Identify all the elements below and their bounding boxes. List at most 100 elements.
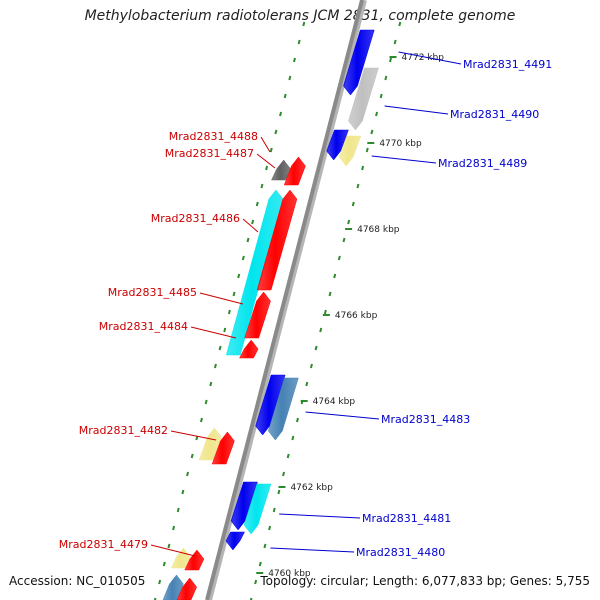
tick-track-right — [323, 309, 327, 315]
label-leader-left — [242, 218, 259, 233]
tick-track-right — [319, 327, 323, 333]
gene-label-left: Mrad2831_4486 — [151, 212, 240, 225]
tick-track-right — [365, 147, 369, 153]
tick-track-left — [209, 381, 213, 387]
scale-label: 4766 kbp — [335, 311, 378, 321]
label-leader-right — [371, 155, 437, 164]
gene-block-4486 — [225, 189, 284, 356]
tick-track-left — [274, 129, 278, 135]
tick-track-left — [246, 237, 250, 243]
genome-backbone — [205, 0, 364, 600]
label-leader-right — [305, 411, 380, 420]
scale-label: 4762 kbp — [290, 483, 333, 493]
tick-track-right — [384, 75, 388, 81]
tick-track-left — [251, 219, 255, 225]
label-leader-left — [190, 326, 237, 339]
gene-label-right: Mrad2831_4489 — [438, 157, 527, 170]
tick-track-right — [268, 525, 272, 531]
label-leader-left — [199, 292, 244, 305]
scale-label: 4760 kbp — [268, 569, 311, 579]
tick-track-right — [375, 111, 379, 117]
label-leader-left — [170, 430, 217, 441]
label-leader-left — [150, 544, 196, 557]
gene-block-4486b — [256, 189, 298, 291]
tick-track-left — [186, 471, 190, 477]
tick-track-left — [218, 345, 222, 351]
gene-label-right: Mrad2831_4483 — [381, 413, 470, 426]
tick-track-right — [263, 543, 267, 549]
gene-block-4482b — [198, 427, 222, 461]
label-leader-right — [279, 513, 361, 519]
label-leader-right — [270, 547, 355, 553]
scale-label: 4764 kbp — [313, 397, 356, 407]
tick-track-right — [356, 183, 360, 189]
tick-track-right — [379, 93, 383, 99]
gene-block-4482 — [211, 431, 235, 465]
tick-track-left — [232, 291, 236, 297]
gene-label-left: Mrad2831_4482 — [79, 424, 168, 437]
tick-track-right — [333, 273, 337, 279]
tick-track-right — [305, 381, 309, 387]
tick-track-left — [297, 39, 301, 45]
tick-track-left — [302, 21, 306, 27]
tick-track-right — [296, 417, 299, 423]
gene-block-4488 — [271, 159, 291, 181]
gene-block-4479 — [184, 549, 205, 571]
gene-block-4478 — [176, 577, 197, 600]
tick-track-left — [167, 543, 171, 549]
gene-label-right: Mrad2831_4491 — [463, 58, 552, 71]
gene-block-4478b — [162, 574, 184, 600]
genome-summary-text: Topology: circular; Length: 6,077,833 bp… — [260, 574, 590, 588]
tick-track-right — [347, 219, 351, 225]
gene-block-4479b — [170, 547, 191, 569]
tick-track-right — [282, 471, 286, 477]
tick-track-left — [162, 561, 166, 567]
gene-label-right: Mrad2831_4490 — [450, 108, 539, 121]
tick-track-left — [158, 579, 162, 585]
accession-text: Accession: NC_010505 — [9, 574, 146, 588]
gene-block-4483a — [255, 374, 286, 436]
tick-track-right — [272, 507, 276, 513]
tick-track-right — [361, 165, 365, 171]
tick-track-left — [190, 453, 194, 459]
gene-block-4490 — [348, 67, 379, 131]
tick-track-right — [254, 579, 258, 585]
tick-track-left — [237, 273, 241, 279]
gene-block-4485 — [244, 291, 271, 339]
tick-track-left — [241, 255, 245, 261]
gene-block-4484 — [239, 339, 259, 359]
label-leader-right — [398, 51, 462, 65]
tick-track-right — [258, 561, 262, 567]
gene-label-left: Mrad2831_4487 — [165, 147, 254, 160]
tick-track-left — [260, 183, 264, 189]
scale-label: 4768 kbp — [357, 225, 400, 235]
tick-track-left — [283, 93, 287, 99]
gene-block-4489 — [338, 135, 362, 167]
tick-track-left — [255, 201, 259, 207]
gene-label-right: Mrad2831_4480 — [356, 546, 445, 559]
tick-track-right — [328, 291, 332, 297]
tick-track-right — [389, 57, 392, 63]
label-leader-left — [260, 136, 271, 153]
gene-label-left: Mrad2831_4488 — [169, 130, 258, 143]
gene-label-left: Mrad2831_4479 — [59, 538, 148, 551]
gene-block-4483 — [268, 377, 299, 441]
tick-track-right — [398, 21, 402, 27]
tick-track-left — [293, 57, 296, 63]
label-leader-left — [256, 153, 276, 169]
scale-label: 4770 kbp — [379, 139, 422, 149]
tick-track-left — [200, 417, 203, 423]
tick-track-left — [227, 309, 231, 315]
gene-label-right: Mrad2831_4481 — [362, 512, 451, 525]
tick-track-left — [153, 597, 157, 600]
gene-block-4481a — [230, 481, 258, 531]
tick-track-left — [181, 489, 185, 495]
tick-track-right — [393, 39, 397, 45]
gene-block-4492 — [326, 129, 349, 161]
tick-track-left — [288, 75, 292, 81]
scale-label: 4772 kbp — [402, 53, 445, 63]
tick-track-left — [269, 147, 273, 153]
tick-track-left — [176, 507, 180, 513]
gene-label-left: Mrad2831_4485 — [108, 286, 197, 299]
tick-track-left — [279, 111, 283, 117]
